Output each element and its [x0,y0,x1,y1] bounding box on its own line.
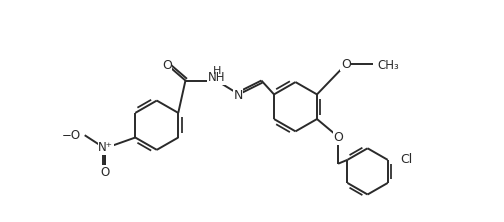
Text: O: O [333,131,343,144]
Text: Cl: Cl [400,153,412,166]
Text: O: O [162,59,172,72]
Text: O: O [100,166,109,179]
Text: N⁺: N⁺ [98,141,113,154]
Text: CH₃: CH₃ [377,59,399,72]
Text: O: O [341,58,351,71]
Text: −O: −O [61,129,81,142]
Text: N: N [233,89,243,102]
Text: H: H [213,66,221,76]
Text: NH: NH [208,71,225,84]
